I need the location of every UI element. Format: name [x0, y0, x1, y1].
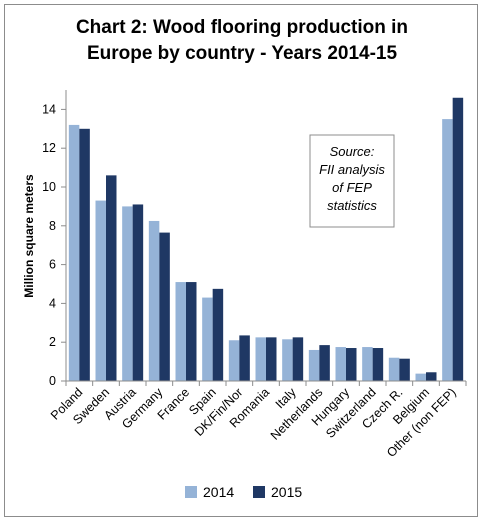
- y-axis-label: Million square meters: [22, 174, 36, 298]
- legend-swatch-2014: [185, 486, 197, 498]
- legend: 2014 2015: [185, 484, 302, 500]
- bar-2014-poland: [68, 124, 80, 382]
- chart-title-line-1: Chart 2: Wood flooring production in: [76, 17, 408, 38]
- bar-2015-belgium: [426, 372, 437, 381]
- bar-2015-france: [186, 282, 197, 381]
- bar-2015-italy: [292, 337, 304, 381]
- y-tick-label: 10: [42, 180, 56, 194]
- y-tick-label: 0: [49, 374, 56, 388]
- y-tick-label: 14: [42, 102, 56, 116]
- legend-label-2014: 2014: [203, 484, 234, 500]
- y-tick-label: 4: [49, 296, 56, 310]
- bar-2015-austria: [132, 204, 144, 381]
- bar-2015-poland: [79, 128, 90, 381]
- bar-2015-romania: [266, 337, 277, 381]
- bar-2015-switzerland: [372, 348, 384, 381]
- source-annotation: Source: FII analysis of FEP statistics: [309, 134, 395, 228]
- bar-2015-dk-fin-nor: [239, 335, 250, 381]
- bar-2014-italy: [282, 339, 293, 381]
- source-annotation-line-1: Source:: [330, 144, 375, 159]
- bar-2014-spain: [202, 297, 213, 381]
- bar-2015-sweden: [106, 175, 117, 381]
- bar-2014-other-non-fep-: [442, 119, 453, 381]
- y-tick-label: 6: [49, 258, 56, 272]
- bar-2014-austria: [122, 206, 133, 381]
- bar-2015-czech-r-: [399, 358, 410, 381]
- bar-2014-sweden: [95, 200, 106, 381]
- bar-2015-other-non-fep-: [452, 97, 464, 381]
- bar-2014-romania: [255, 337, 266, 381]
- bar-2015-spain: [212, 288, 224, 381]
- y-tick-label: 12: [42, 141, 56, 155]
- source-annotation-line-3: of FEP: [332, 180, 372, 195]
- source-annotation-line-2: FII analysis: [319, 162, 385, 177]
- source-annotation-box: [309, 134, 395, 228]
- legend-label-2015: 2015: [271, 484, 302, 500]
- bar-2015-netherlands: [319, 345, 330, 381]
- bar-2014-netherlands: [308, 349, 320, 381]
- legend-swatch-2015: [253, 486, 265, 498]
- bar-2014-czech-r-: [388, 357, 400, 381]
- bar-2014-germany: [148, 220, 160, 381]
- chart-title-line-2: Europe by country - Years 2014-15: [87, 43, 398, 64]
- bar-2014-switzerland: [362, 347, 373, 381]
- bar-2015-germany: [159, 232, 170, 381]
- bar-2014-belgium: [415, 373, 426, 381]
- source-annotation-line-4: statistics: [327, 198, 377, 213]
- bar-2014-france: [175, 282, 186, 381]
- y-tick-label: 8: [49, 219, 56, 233]
- y-tick-label: 2: [49, 335, 56, 349]
- bar-2015-hungary: [346, 348, 357, 381]
- bar-2014-hungary: [335, 347, 346, 381]
- bar-2014-dk-fin-nor: [228, 340, 240, 381]
